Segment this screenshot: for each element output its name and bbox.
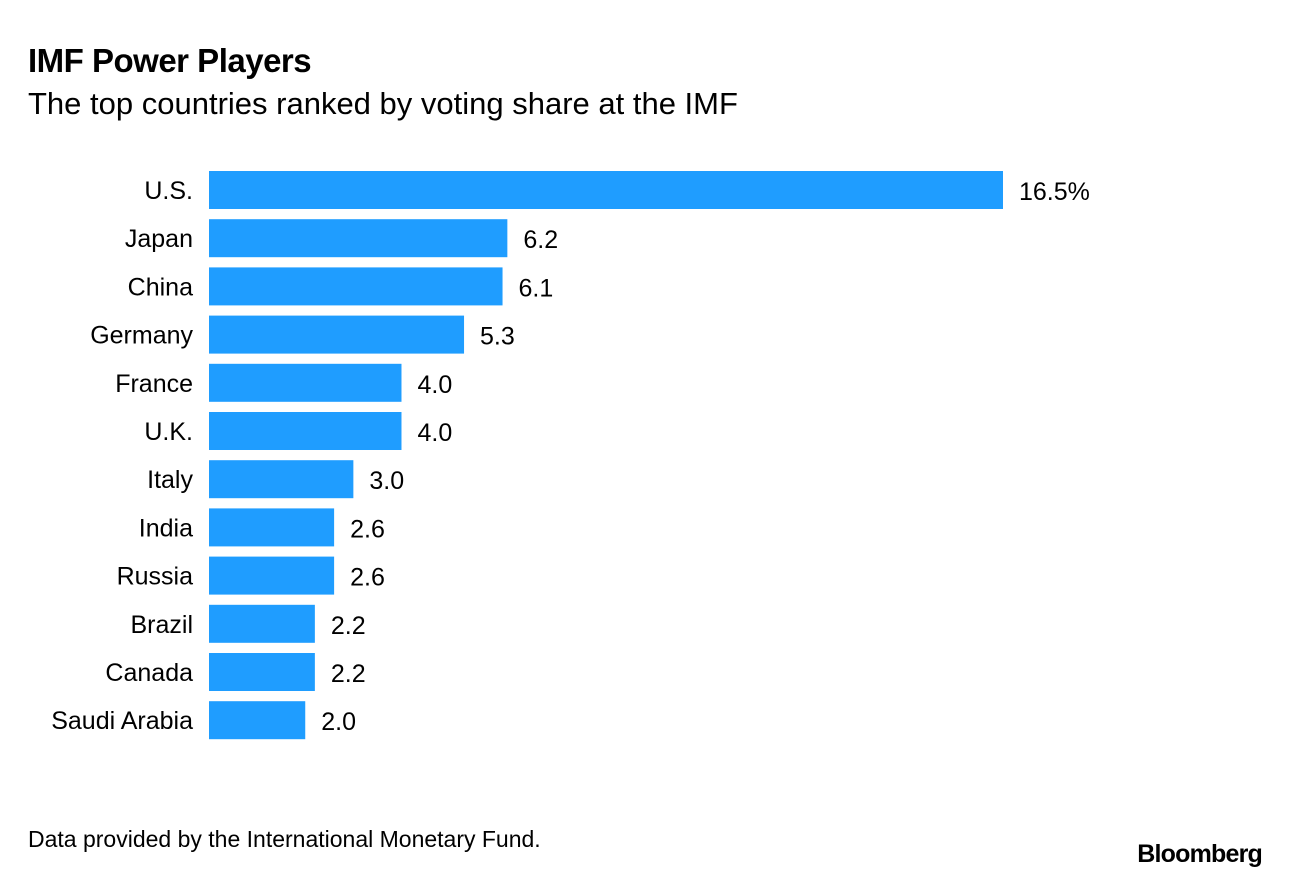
category-label: Russia <box>117 563 194 591</box>
bar-france <box>209 363 402 402</box>
data-label: 2.6 <box>350 515 385 543</box>
category-label: Saudi Arabia <box>51 707 193 735</box>
data-label: 2.2 <box>331 660 366 688</box>
data-label: 2.0 <box>321 708 356 736</box>
category-label: Germany <box>90 322 193 350</box>
bar-chart: U.S. 16.5% Japan 6.2 China 6.1 Germany 5.3 Franc… <box>51 171 1090 740</box>
bar-canada <box>209 653 315 691</box>
data-label: 2.6 <box>350 564 385 592</box>
chart-title: IMF Power Players <box>28 42 312 79</box>
source-note: Data provided by the International Monet… <box>28 826 541 852</box>
bloomberg-logo: Bloomberg <box>1137 840 1263 868</box>
category-label: Italy <box>147 466 193 494</box>
bar-u-s <box>209 171 1003 209</box>
category-label: U.K. <box>144 418 193 446</box>
category-label: U.S. <box>144 177 193 205</box>
bar-russia <box>209 556 335 595</box>
data-label: 6.2 <box>523 226 558 254</box>
bar-brazil <box>209 604 315 643</box>
data-label: 6.1 <box>519 274 554 302</box>
bar-japan <box>209 219 508 258</box>
category-label: India <box>139 514 193 542</box>
category-label: France <box>115 370 193 398</box>
chart-subtitle: The top countries ranked by voting share… <box>28 86 738 121</box>
bar-italy <box>209 460 354 499</box>
category-label: Brazil <box>130 611 193 639</box>
bar-saudi-arabia <box>209 701 306 740</box>
data-label: 4.0 <box>417 419 452 447</box>
bar-india <box>209 508 335 547</box>
data-label: 5.3 <box>480 323 515 351</box>
bar-u-k <box>209 412 402 450</box>
data-label: 3.0 <box>369 467 404 495</box>
category-label: Japan <box>125 225 193 253</box>
bar-germany <box>209 315 465 354</box>
data-label: 4.0 <box>417 371 452 399</box>
data-label: 16.5% <box>1019 178 1090 206</box>
category-label: China <box>128 273 193 301</box>
bar-china <box>209 267 503 306</box>
data-label: 2.2 <box>331 612 366 640</box>
category-label: Canada <box>105 659 193 687</box>
